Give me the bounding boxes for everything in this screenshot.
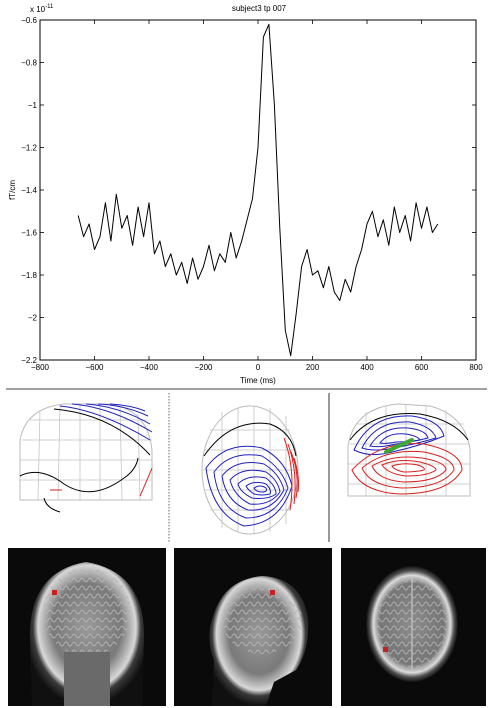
mri-sagittal [174, 548, 332, 706]
topomap-right-lateral [347, 403, 471, 497]
y-tick-label: −1.4 [21, 186, 37, 195]
sensor-grid [20, 403, 152, 501]
y-exponent-base: x 10 [30, 5, 46, 14]
x-tick-label: −200 [194, 363, 213, 372]
zero-contour-lower [19, 457, 139, 493]
zero-contour [203, 422, 297, 457]
series-group [77, 23, 439, 357]
y-exponent-power: -11 [45, 4, 54, 10]
x-tick-label: 800 [469, 363, 483, 372]
zero-contour [349, 413, 469, 441]
green-dipole [384, 438, 414, 454]
x-tick-label: 600 [415, 363, 429, 372]
x-tick-label: 0 [256, 363, 261, 372]
y-tick-label: −1.6 [21, 229, 37, 238]
y-axis-ticks: −2.2 −2 −1.8 −1.6 −1.4 −1.2 −1 −0.8 −0.6 [21, 16, 476, 365]
blue-contours [59, 403, 153, 441]
head-outline [347, 403, 471, 497]
x-tick-label: 200 [306, 363, 320, 372]
red-contours [351, 443, 463, 495]
y-tick-label: −0.6 [21, 16, 37, 25]
blue-contours [205, 445, 293, 527]
y-tick-label: −1 [28, 101, 38, 110]
mri-coronal [8, 548, 166, 706]
zero-contour-bottom [43, 497, 61, 513]
source-marker [52, 590, 57, 595]
y-tick-label: −1.8 [21, 271, 37, 280]
y-tick-label: −1.2 [21, 144, 37, 153]
y-tick-label: −0.8 [21, 59, 37, 68]
topomap-top [201, 405, 299, 535]
brain-surface [43, 568, 131, 656]
chart-title: subject3 tp 007 [232, 4, 287, 13]
neck-structure [64, 652, 110, 706]
x-tick-label: −800 [31, 363, 50, 372]
x-axis-label: Time (ms) [240, 376, 276, 385]
plot-area [39, 19, 477, 361]
red-contour [139, 467, 153, 497]
y-tick-label: −2 [28, 314, 38, 323]
source-marker [383, 647, 388, 652]
series-line [77, 23, 439, 357]
x-tick-label: −400 [140, 363, 159, 372]
zero-contour [53, 408, 151, 456]
red-contours [283, 437, 299, 511]
brain-surface [222, 586, 302, 654]
x-tick-label: 400 [360, 363, 374, 372]
topomap-row [19, 393, 471, 542]
topomap-left-lateral [19, 403, 153, 513]
y-tick-label: −2.2 [21, 356, 37, 365]
x-axis-ticks: −800 −600 −400 −200 0 200 400 600 800 [31, 20, 483, 372]
mri-axial [341, 548, 486, 706]
y-exponent-label: x 10-11 [30, 4, 54, 14]
y-axis-label: fT/cm [8, 180, 17, 200]
blue-contours [353, 415, 445, 456]
waveform-plot: subject3 tp 007 x 10-11 −800 −600 −400 −200… [8, 4, 483, 385]
source-marker [270, 590, 275, 595]
x-tick-label: −600 [85, 363, 104, 372]
